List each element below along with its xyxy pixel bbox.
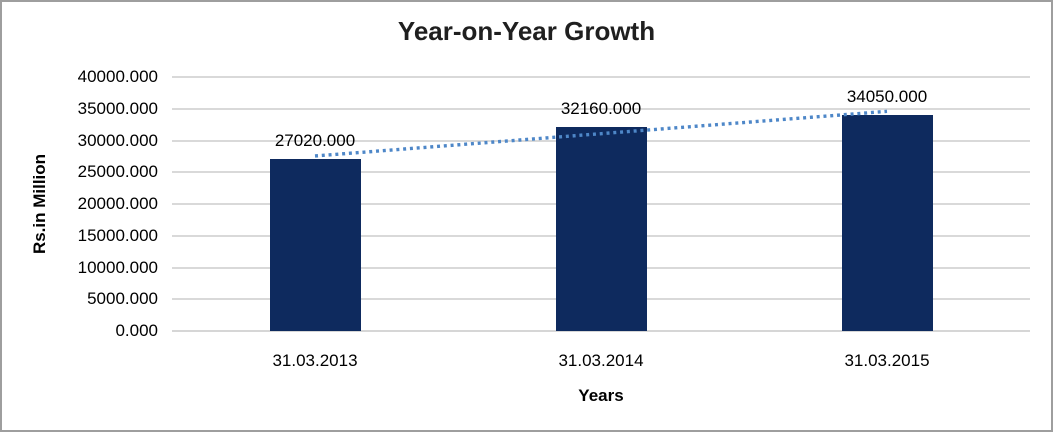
category-label: 31.03.2014 [558, 351, 644, 370]
y-tick-label: 0.000 [115, 321, 158, 340]
y-tick-label: 30000.000 [77, 130, 158, 150]
bar-value-label: 32160.000 [560, 98, 642, 118]
category-label: 31.03.2013 [272, 351, 358, 370]
chart-title: Year-on-Year Growth [397, 16, 656, 46]
bar [841, 114, 933, 331]
bar-value-label: 34050.000 [846, 86, 928, 106]
y-tick-label: 40000.000 [77, 67, 158, 86]
y-tick-label: 10000.000 [77, 257, 158, 277]
category-label: 31.03.2015 [844, 351, 930, 370]
bar [555, 126, 647, 331]
y-tick-label: 35000.000 [77, 98, 158, 118]
y-tick-label: 5000.000 [87, 289, 158, 309]
y-tick-label: 25000.000 [77, 162, 158, 182]
y-gridline [172, 107, 1030, 110]
bar [269, 159, 361, 331]
bar-value-label: 27020.000 [274, 131, 356, 151]
trendline [314, 109, 888, 158]
plot-area [172, 76, 1030, 332]
y-gridline [172, 330, 1030, 332]
y-tick-label: 15000.000 [77, 225, 158, 245]
y-gridline [172, 76, 1030, 78]
x-axis-title: Years [578, 386, 624, 405]
y-tick-label: 20000.000 [77, 194, 158, 213]
